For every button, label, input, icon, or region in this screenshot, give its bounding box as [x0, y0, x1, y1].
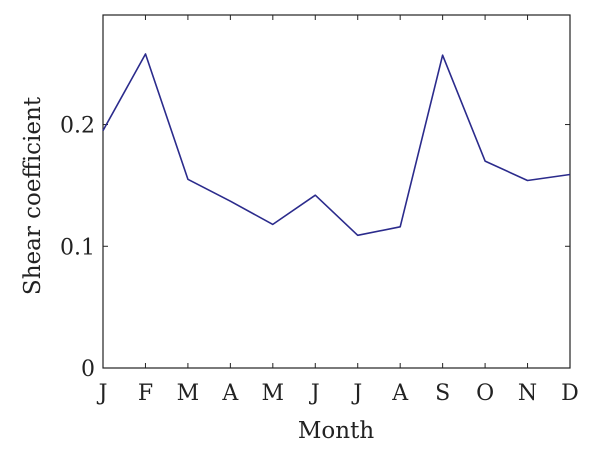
x-tick-label: J: [351, 381, 362, 406]
x-tick-label: S: [435, 381, 450, 406]
x-tick-label: J: [309, 381, 320, 406]
y-tick-label: 0.1: [60, 235, 95, 260]
series-line: [102, 53, 571, 237]
x-tick-label: M: [177, 381, 200, 406]
y-tick-label: 0: [81, 357, 95, 382]
y-tick-label: 0.2: [60, 114, 95, 139]
x-tick-label: A: [391, 381, 409, 406]
x-axis-title: Month: [298, 418, 374, 444]
y-axis-title: Shear coefficient: [20, 96, 46, 295]
x-tick-label: F: [138, 381, 153, 406]
x-tick-label: M: [262, 381, 285, 406]
plot-area: 00.10.2J F M A M J J A S O N D: [60, 14, 579, 406]
x-tick-label: J: [97, 381, 108, 406]
x-tick-label: N: [518, 381, 537, 406]
x-tick-label: O: [476, 381, 494, 406]
x-tick-label: D: [561, 381, 579, 406]
x-tick-label: A: [221, 381, 239, 406]
plot-frame: [102, 14, 571, 369]
